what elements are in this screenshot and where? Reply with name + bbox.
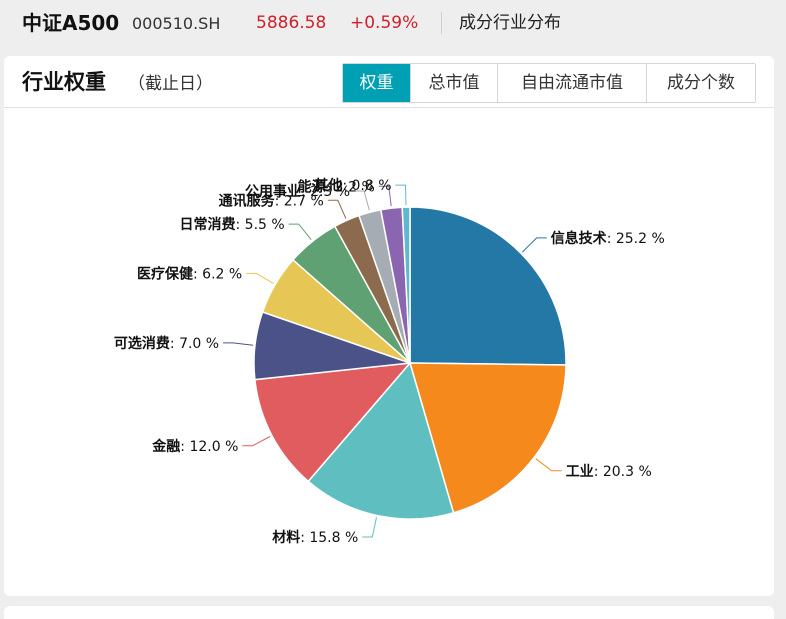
metric-tabs: 权重 总市值 自由流通市值 成分个数 xyxy=(342,63,756,103)
next-card xyxy=(4,606,774,619)
slice-label-10: 其他: 0.8 % xyxy=(314,177,391,194)
leader-line-0 xyxy=(522,237,547,253)
slice-label-9: 能源: 2.2 % xyxy=(298,178,375,195)
pie-slice-0[interactable] xyxy=(409,206,567,366)
tab-free-float-market-cap[interactable]: 自由流通市值 xyxy=(497,64,646,102)
slice-label-8: 公用事业: 2.3 % xyxy=(245,183,350,200)
slice-label-7: 通讯服务: 2.7 % xyxy=(219,192,324,209)
slice-label-5: 医疗保健: 6.2 % xyxy=(137,265,242,282)
leader-line-7 xyxy=(327,199,347,219)
leader-line-4 xyxy=(223,342,254,346)
industry-weight-card: 行业权重 （截止日） 权重 总市值 自由流通市值 成分个数 信息技术: 25.2… xyxy=(4,56,774,596)
header-divider xyxy=(441,12,442,34)
slice-label-3: 金融: 12.0 % xyxy=(151,438,238,455)
tab-constituent-count[interactable]: 成分个数 xyxy=(646,64,755,102)
pie-slice-10[interactable] xyxy=(401,206,411,364)
slice-label-6: 日常消费: 5.5 % xyxy=(180,216,285,233)
leader-line-6 xyxy=(288,223,312,241)
tab-total-market-cap[interactable]: 总市值 xyxy=(410,64,497,102)
index-code: 000510.SH xyxy=(132,14,221,33)
index-name: 中证A500 xyxy=(22,11,120,35)
pie-slice-3[interactable] xyxy=(254,362,412,483)
card-header: 行业权重 （截止日） 权重 总市值 自由流通市值 成分个数 xyxy=(4,56,774,108)
leader-line-1 xyxy=(535,458,562,472)
card-title: 行业权重 xyxy=(22,70,106,94)
card-subtitle: （截止日） xyxy=(128,74,213,94)
leader-line-9 xyxy=(378,185,392,207)
leader-line-3 xyxy=(242,436,271,447)
section-title: 成分行业分布 xyxy=(459,13,561,33)
index-change: +0.59% xyxy=(350,13,419,33)
slice-label-4: 可选消费: 7.0 % xyxy=(114,335,219,352)
slice-label-1: 工业: 20.3 % xyxy=(566,464,652,480)
pie-slice-1[interactable] xyxy=(408,362,567,514)
tab-weight[interactable]: 权重 xyxy=(343,64,410,102)
slice-label-0: 信息技术: 25.2 % xyxy=(551,230,665,247)
leader-line-8 xyxy=(354,190,370,211)
header-bar: 中证A500 000510.SH 5886.58 +0.59% 成分行业分布 xyxy=(0,0,786,48)
leader-line-10 xyxy=(395,184,407,206)
index-price: 5886.58 xyxy=(256,13,327,33)
leader-line-2 xyxy=(362,517,377,538)
pie-slice-2[interactable] xyxy=(307,361,455,520)
leader-line-5 xyxy=(246,272,274,284)
slice-label-2: 材料: 15.8 % xyxy=(272,529,358,546)
industry-pie-chart: 信息技术: 25.2 % 工业: 20.3 % 材料: 15.8 % 金融: 12.0… xyxy=(114,177,665,546)
